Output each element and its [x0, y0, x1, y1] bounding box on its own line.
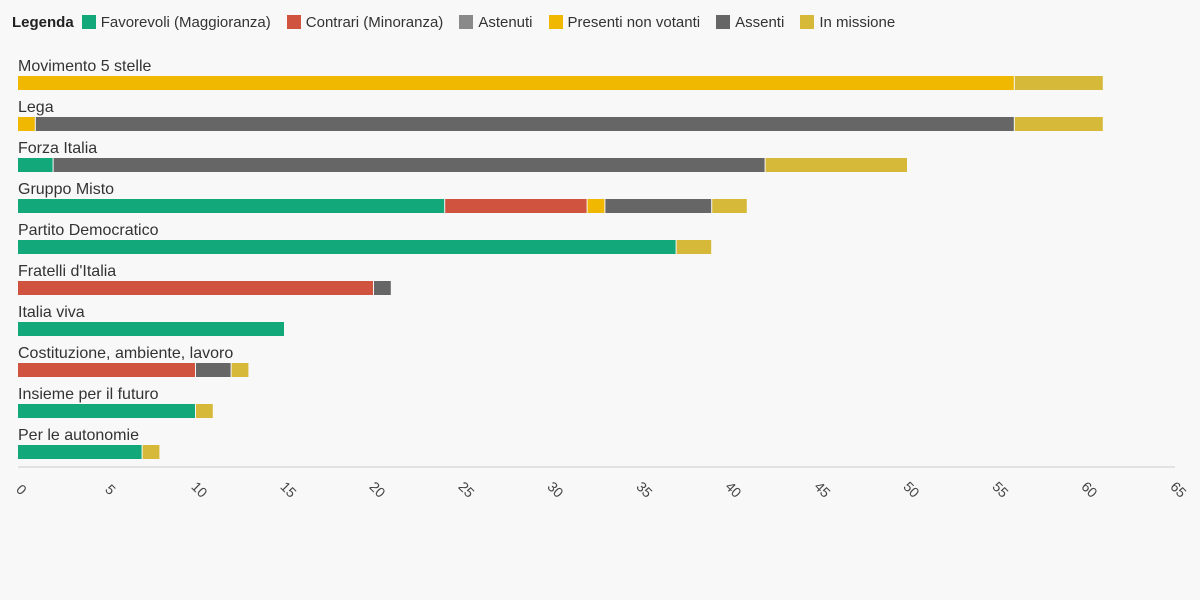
bar-segment-forza-italia-assenti[interactable]: [53, 158, 765, 172]
category-label-per-le-autonomie: Per le autonomie: [18, 427, 139, 444]
bar-segment-per-le-autonomie-favorevoli-maggioranza[interactable]: [18, 445, 142, 459]
category-label-italia-viva: Italia viva: [18, 304, 85, 321]
bar-segment-fratelli-d-italia-contrari-minoranza[interactable]: [18, 281, 373, 295]
category-label-costituzione-ambiente-lavoro: Costituzione, ambiente, lavoro: [18, 345, 233, 362]
legend-item-in-missione[interactable]: In missione: [800, 14, 895, 31]
legend-swatch-contrari: [286, 15, 301, 29]
legend-title: Legenda: [12, 13, 74, 31]
bar-segment-gruppo-misto-presenti-non-votanti[interactable]: [587, 199, 605, 213]
x-tick-label-35: 35: [633, 478, 655, 500]
bar-segment-gruppo-misto-favorevoli-maggioranza[interactable]: [18, 199, 445, 213]
x-tick-label-25: 25: [455, 478, 477, 500]
category-label-movimento-5-stelle: Movimento 5 stelle: [18, 58, 151, 75]
bar-segment-costituzione-ambiente-lavoro-in-missione[interactable]: [231, 363, 249, 377]
bar-segment-italia-viva-favorevoli-maggioranza[interactable]: [18, 322, 284, 336]
bar-segment-costituzione-ambiente-lavoro-contrari-minoranza[interactable]: [18, 363, 195, 377]
category-label-insieme-per-il-futuro: Insieme per il futuro: [18, 386, 159, 403]
x-tick-label-0: 0: [13, 481, 30, 498]
x-tick-label-60: 60: [1078, 478, 1100, 500]
bar-segment-insieme-per-il-futuro-favorevoli-maggioranza[interactable]: [18, 404, 195, 418]
legend-item-astenuti[interactable]: Astenuti: [459, 13, 533, 31]
bar-segment-insieme-per-il-futuro-in-missione[interactable]: [196, 404, 213, 418]
category-label-gruppo-misto: Gruppo Misto: [18, 181, 114, 198]
x-tick-label-45: 45: [811, 478, 833, 500]
bar-segment-lega-assenti[interactable]: [35, 117, 1014, 131]
x-tick-label-15: 15: [277, 478, 299, 500]
legend-swatch-favorevoli: [81, 15, 96, 29]
legend-item-assenti[interactable]: Assenti: [716, 14, 784, 31]
legend-label-favorevoli: Favorevoli (Maggioranza): [100, 13, 271, 31]
bar-segment-costituzione-ambiente-lavoro-assenti[interactable]: [196, 363, 231, 377]
x-tick-label-55: 55: [989, 478, 1011, 500]
legend-swatch-presenti-non-votanti: [548, 15, 563, 29]
x-tick-label-30: 30: [544, 478, 566, 500]
legend-item-favorevoli[interactable]: Favorevoli (Maggioranza): [81, 13, 271, 31]
category-label-fratelli-d-italia: Fratelli d'Italia: [18, 263, 116, 280]
bar-segment-lega-presenti-non-votanti[interactable]: [18, 117, 35, 131]
bar-segment-gruppo-misto-in-missione[interactable]: [712, 199, 747, 213]
bar-segment-partito-democratico-in-missione[interactable]: [676, 240, 712, 254]
legend-label-contrari: Contrari (Minoranza): [305, 13, 444, 31]
bar-segment-movimento-5-stelle-in-missione[interactable]: [1014, 76, 1103, 90]
x-tick-label-20: 20: [366, 478, 388, 500]
bar-segment-partito-democratico-favorevoli-maggioranza[interactable]: [18, 240, 676, 254]
legend-swatch-in-missione: [800, 15, 815, 29]
bar-segment-per-le-autonomie-in-missione[interactable]: [142, 445, 160, 459]
category-label-forza-italia: Forza Italia: [18, 140, 97, 157]
legend-label-presenti-non-votanti: Presenti non votanti: [567, 13, 701, 31]
legend-label-in-missione: In missione: [819, 13, 896, 31]
x-tick-label-65: 65: [1167, 478, 1189, 500]
category-label-partito-democratico: Partito Democratico: [18, 222, 159, 239]
legend-label-astenuti: Astenuti: [478, 13, 533, 31]
bar-segment-forza-italia-favorevoli-maggioranza[interactable]: [18, 158, 53, 172]
legend-swatch-astenuti: [459, 15, 474, 29]
legend: Legenda Favorevoli (Maggioranza) Contrar…: [12, 12, 911, 32]
x-tick-label-40: 40: [722, 478, 744, 500]
bar-segment-lega-in-missione[interactable]: [1014, 117, 1103, 131]
bar-segment-gruppo-misto-contrari-minoranza[interactable]: [445, 199, 587, 213]
legend-item-presenti-non-votanti[interactable]: Presenti non votanti: [548, 13, 701, 31]
legend-label-assenti: Assenti: [735, 13, 785, 31]
bar-segment-fratelli-d-italia-assenti[interactable]: [374, 281, 391, 295]
x-tick-label-5: 5: [102, 481, 119, 498]
bar-segment-movimento-5-stelle-presenti-non-votanti[interactable]: [18, 76, 1014, 90]
x-tick-label-10: 10: [188, 478, 210, 500]
legend-swatch-assenti: [716, 15, 731, 29]
bar-segment-gruppo-misto-assenti[interactable]: [605, 199, 712, 213]
legend-item-contrari[interactable]: Contrari (Minoranza): [286, 13, 444, 31]
bar-segment-forza-italia-in-missione[interactable]: [765, 158, 907, 172]
category-label-lega: Lega: [18, 99, 54, 116]
x-tick-label-50: 50: [900, 478, 922, 500]
